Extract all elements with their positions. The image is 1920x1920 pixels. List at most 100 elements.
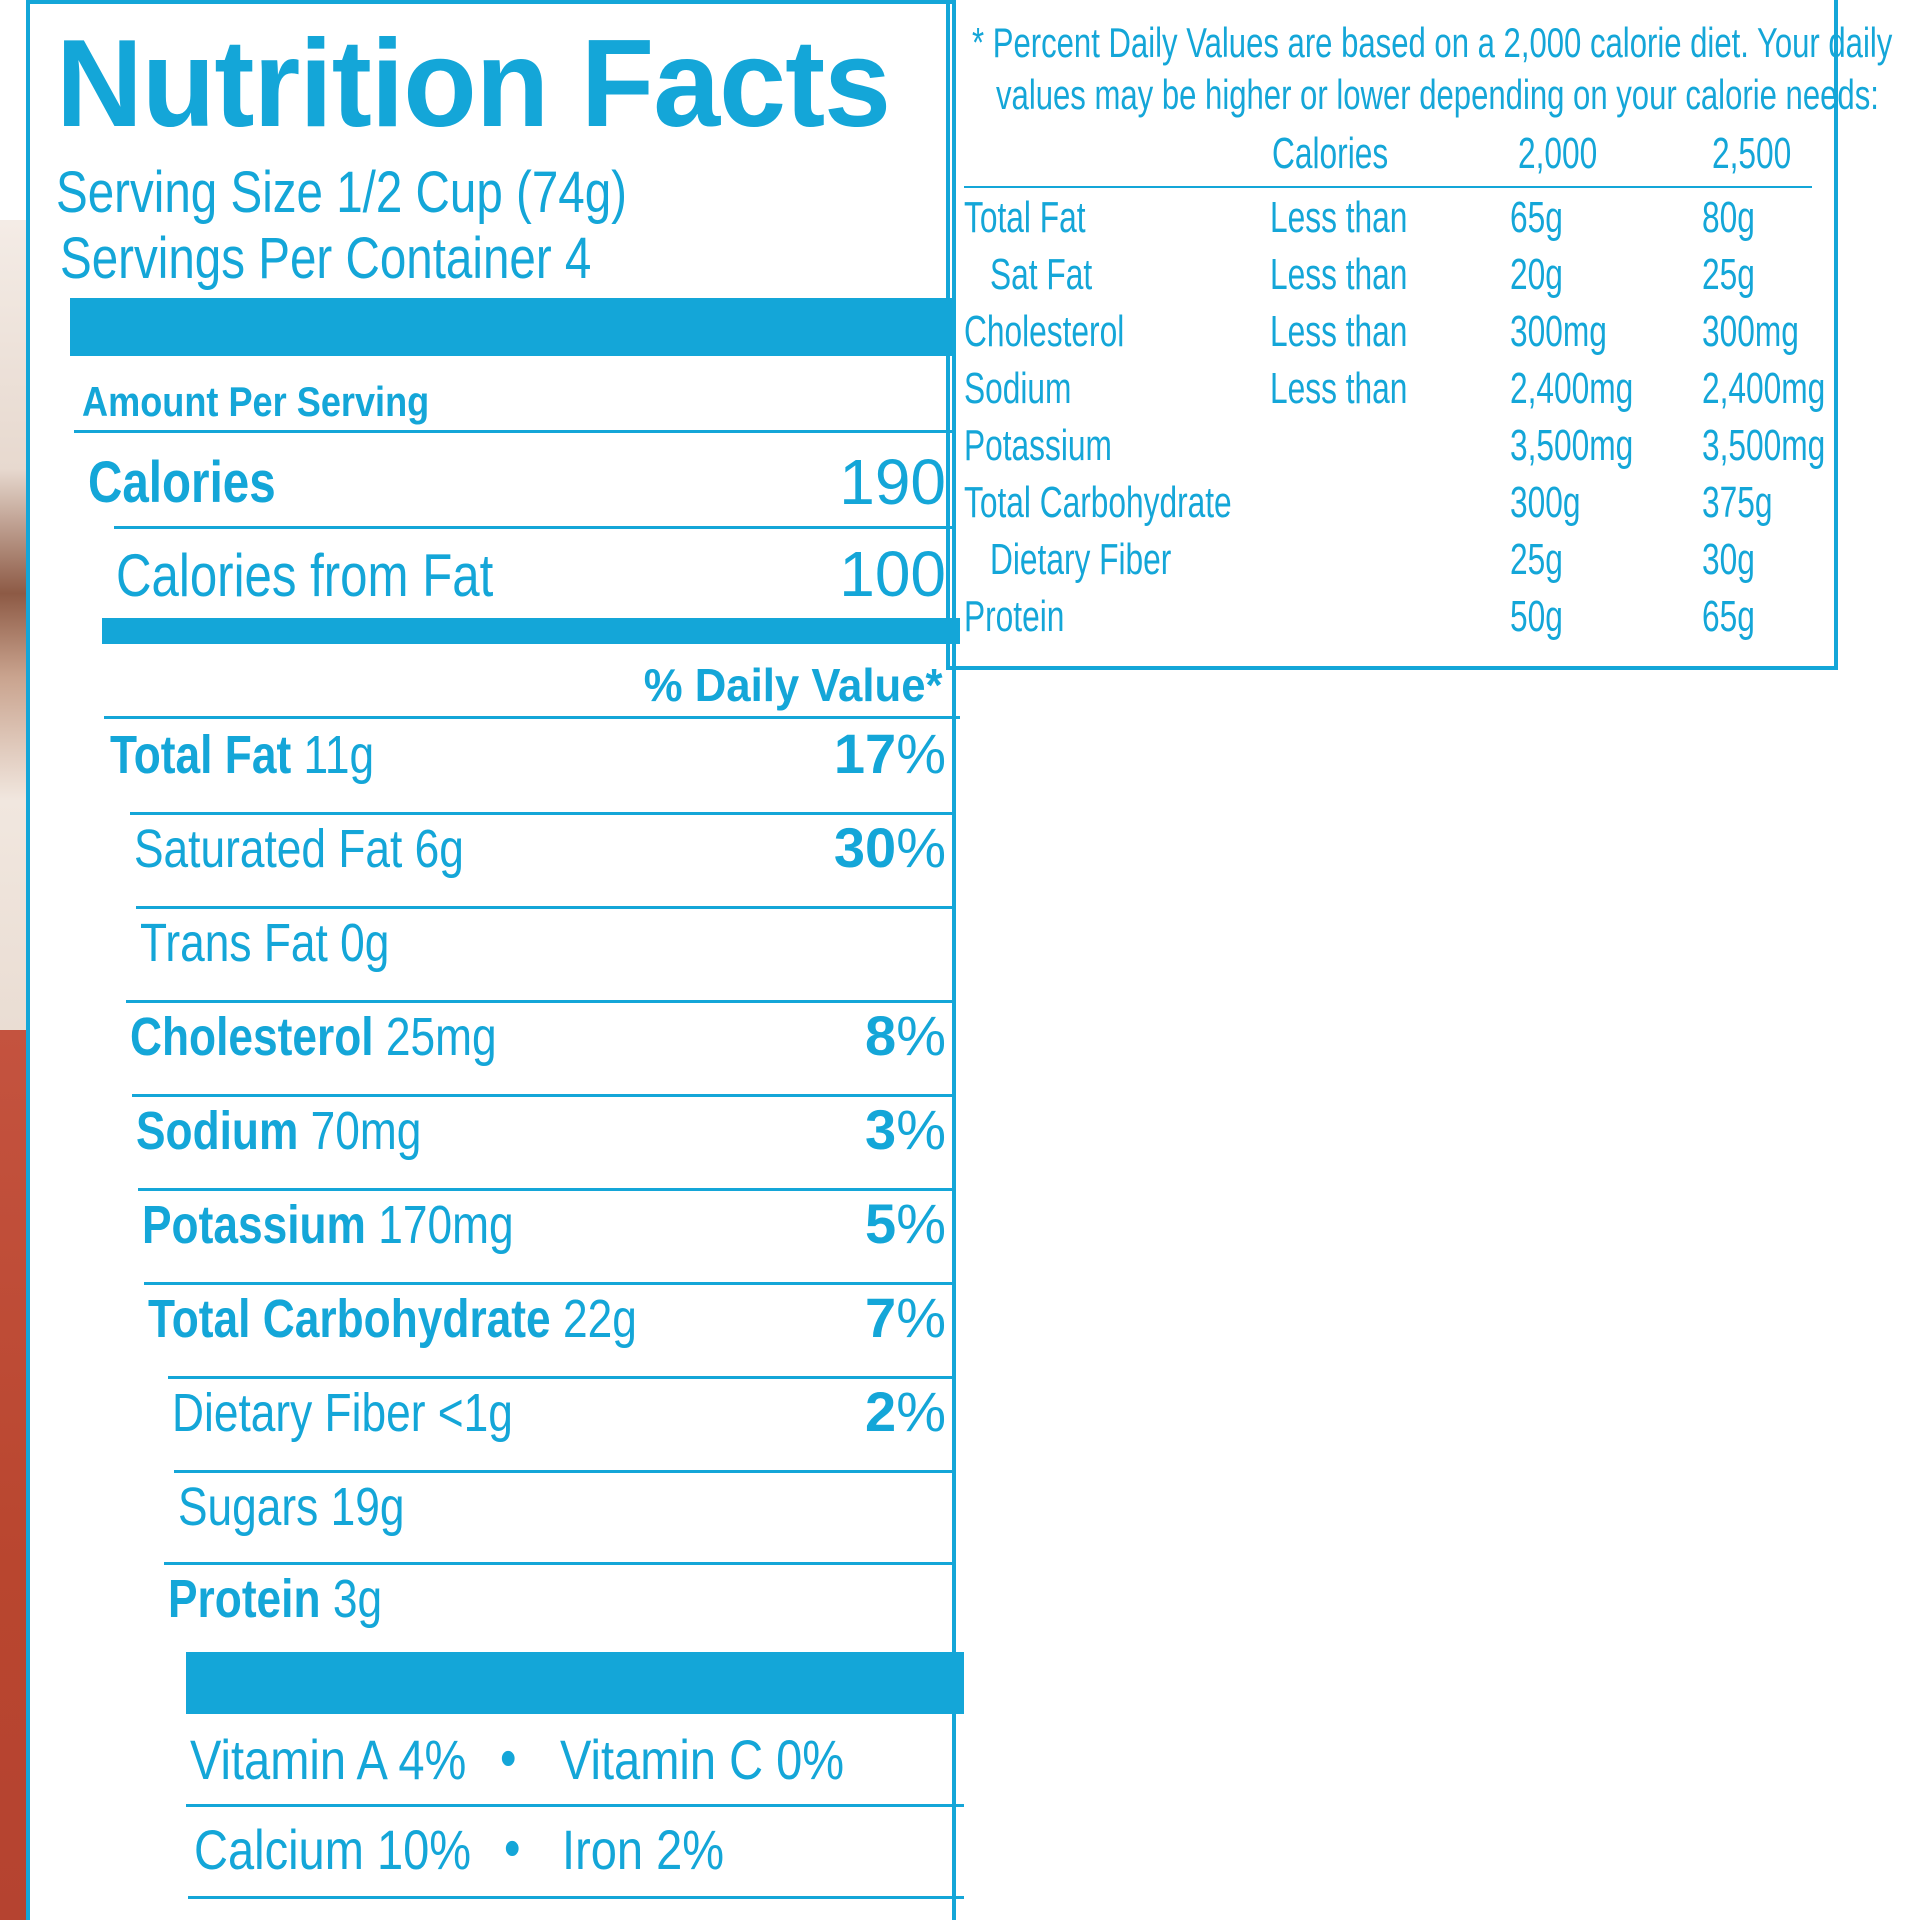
nutrient-amount: 11g (303, 725, 375, 785)
nutrient-row: Sodium 70mg (136, 1104, 421, 1158)
percent-sign: % (896, 1192, 946, 1255)
percent-sign: % (896, 816, 946, 879)
footnote-cell-name: Sat Fat (990, 250, 1093, 299)
footnote-cell-name: Dietary Fiber (990, 535, 1172, 584)
nutrient-name: Potassium (142, 1195, 366, 1255)
divider (126, 1000, 956, 1003)
thick-divider-bottom (186, 1652, 964, 1714)
daily-value-header: % Daily Value* (643, 659, 942, 711)
divider (136, 906, 956, 909)
daily-value-number: 7 (865, 1286, 897, 1349)
divider (168, 1376, 956, 1379)
nutrient-row: Cholesterol 25mg (130, 1010, 497, 1064)
footnote-cell-qual: Less than (1270, 307, 1408, 356)
footnote-divider (964, 186, 1812, 188)
product-photo-strip (0, 220, 26, 1050)
nutrient-row: Trans Fat 0g (140, 916, 389, 970)
divider (130, 812, 956, 815)
bullet: • (500, 1726, 517, 1789)
thick-divider-top (70, 298, 954, 356)
panel-title: Nutrition Facts (56, 15, 891, 153)
divider (144, 1282, 956, 1285)
footnote-header-2000: 2,000 (1518, 129, 1598, 178)
divider (138, 1188, 956, 1191)
nutrient-amount: 70mg (310, 1101, 422, 1161)
bullet: • (504, 1816, 521, 1879)
nutrient-daily-value: 5% (865, 1196, 946, 1252)
nutrient-name: Sodium (136, 1101, 299, 1161)
footnote-cell-v2000: 300g (1510, 478, 1581, 527)
footnote-cell-v2500: 25g (1702, 250, 1755, 299)
footnote-cell-name: Sodium (964, 364, 1072, 413)
percent-sign: % (896, 1286, 946, 1349)
nutrient-row: Protein 3g (168, 1572, 382, 1626)
footnote-cell-name: Cholesterol (964, 307, 1125, 356)
daily-value-number: 17 (833, 722, 897, 785)
nutrient-amount: 22g (562, 1289, 637, 1349)
iron: Iron 2% (562, 1818, 725, 1881)
footnote-cell-name: Total Fat (964, 193, 1086, 242)
nutrient-name: Sugars (178, 1477, 319, 1537)
footnote-header-2500: 2,500 (1712, 129, 1792, 178)
nutrient-row: Sugars 19g (178, 1480, 405, 1534)
calories-label: Calories (88, 450, 276, 515)
footnote-cell-v2500: 65g (1702, 592, 1755, 641)
nutrient-row: Total Carbohydrate 22g (148, 1292, 637, 1346)
divider (186, 1804, 964, 1807)
nutrient-name: Cholesterol (130, 1007, 374, 1067)
nutrient-name: Total Carbohydrate (148, 1289, 551, 1349)
footnote-cell-name: Potassium (964, 421, 1112, 470)
nutrient-daily-value: 2% (865, 1384, 946, 1440)
nutrient-daily-value: 30% (834, 820, 946, 876)
nutrient-daily-value: 7% (865, 1290, 946, 1346)
footnote-cell-v2500: 300mg (1702, 307, 1799, 356)
footnote-cell-v2500: 375g (1702, 478, 1773, 527)
footnote-cell-v2500: 2,400mg (1702, 364, 1826, 413)
servings-per-container: Servings Per Container 4 (60, 226, 592, 291)
footnote-cell-qual: Less than (1270, 193, 1408, 242)
footnote-cell-v2000: 300mg (1510, 307, 1607, 356)
divider (164, 1562, 956, 1565)
divider (174, 1470, 956, 1473)
nutrient-daily-value: 17% (834, 726, 946, 782)
medium-divider (102, 618, 960, 644)
footnote-cell-v2500: 30g (1702, 535, 1755, 584)
calcium: Calcium 10% (194, 1818, 472, 1881)
nutrient-amount: 3g (332, 1569, 383, 1629)
nutrient-row: Saturated Fat 6g (134, 822, 464, 876)
divider (132, 1094, 956, 1097)
daily-value-number: 5 (865, 1192, 897, 1255)
footnote-cell-v2000: 50g (1510, 592, 1563, 641)
nutrient-amount: 25mg (385, 1007, 497, 1067)
calories-from-fat-value: 100 (839, 538, 946, 610)
daily-value-number: 30 (833, 816, 897, 879)
daily-values-footnote: * Percent Daily Values are based on a 2,… (946, 0, 1892, 670)
divider (114, 526, 956, 529)
percent-sign: % (896, 1380, 946, 1443)
vitamin-a: Vitamin A 4% (190, 1728, 467, 1791)
footnote-cell-v2000: 2,400mg (1510, 364, 1634, 413)
calories-value: 190 (839, 446, 946, 518)
calories-from-fat-label: Calories from Fat (116, 542, 494, 609)
footnote-cell-v2000: 65g (1510, 193, 1563, 242)
footnote-cell-name: Protein (964, 592, 1065, 641)
divider (188, 1896, 964, 1899)
footnote-cell-qual: Less than (1270, 250, 1408, 299)
footnote-cell-name: Total Carbohydrate (964, 478, 1232, 527)
nutrient-amount: 0g (340, 913, 390, 973)
nutrient-daily-value: 8% (865, 1008, 946, 1064)
nutrient-amount: 19g (330, 1477, 405, 1537)
footnote-line-2: values may be higher or lower depending … (996, 71, 1879, 118)
nutrition-panel: Nutrition Facts Serving Size 1/2 Cup (74… (26, 0, 964, 1920)
nutrient-name: Saturated Fat (134, 819, 403, 879)
footnote-cell-v2500: 3,500mg (1702, 421, 1826, 470)
nutrient-amount: 6g (414, 819, 464, 879)
footnote-header-calories: Calories (1272, 129, 1389, 178)
divider (74, 430, 956, 433)
percent-sign: % (896, 722, 946, 785)
nutrient-name: Total Fat (110, 725, 292, 785)
daily-value-number: 2 (865, 1380, 897, 1443)
footnote-cell-v2500: 80g (1702, 193, 1755, 242)
divider (104, 716, 960, 719)
percent-sign: % (896, 1004, 946, 1067)
